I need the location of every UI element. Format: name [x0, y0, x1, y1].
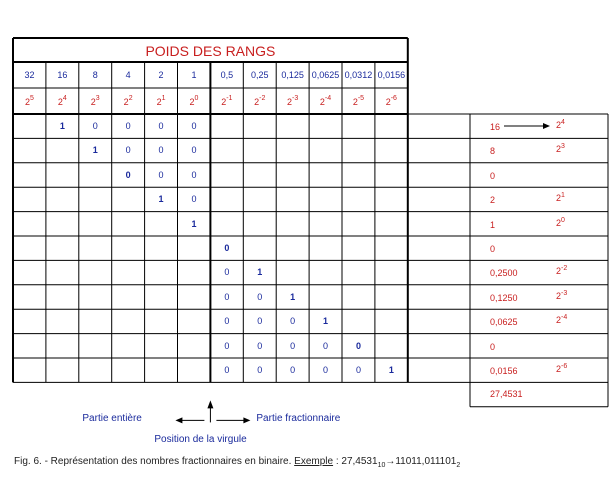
label-point-position: Position de la virgule: [154, 434, 247, 446]
bit-cell: 1: [388, 365, 394, 375]
table-title: POIDS DES RANGS: [145, 43, 276, 59]
caption-example-word: Exemple: [294, 456, 334, 467]
side-decimal-value: 0,2500: [490, 268, 518, 279]
right-arrow-icon: [243, 417, 251, 424]
bit-cell: 0: [92, 121, 98, 131]
weight-label: 0,0156: [377, 70, 406, 80]
weight-label: 32: [24, 70, 35, 80]
power-label: 2-3: [287, 95, 299, 107]
weight-label: 1: [191, 70, 197, 80]
bit-cell: 0: [290, 316, 296, 327]
bit-cell: 0: [257, 340, 263, 351]
bit-cell: 0: [191, 194, 197, 205]
caption-base-sub: 10: [377, 462, 386, 469]
caption-result-sub: 2: [456, 462, 461, 469]
side-arrow-icon: [543, 123, 550, 129]
side-decimal-value: 0,1250: [490, 292, 518, 303]
side-decimal-value: 0,0625: [490, 317, 518, 328]
bit-cell: 0: [224, 291, 230, 302]
bit-cell: 0: [191, 145, 197, 156]
bit-cell: 1: [158, 194, 164, 205]
label-integer-part: Partie entière: [82, 413, 142, 425]
power-label: 20: [189, 95, 199, 107]
side-power-value: 2-4: [556, 314, 568, 326]
power-label: 23: [90, 95, 100, 107]
weight-label: 0,25: [250, 70, 269, 80]
bit-cell: 0: [257, 365, 263, 375]
side-power-value: 20: [556, 216, 565, 228]
bit-cell: 0: [290, 340, 296, 351]
bit-cell: 0: [257, 291, 263, 302]
side-decimal-value: 16: [490, 122, 501, 132]
bit-cell: 0: [224, 340, 230, 351]
figure-caption: Fig. 6. - Représentation des nombres fra…: [14, 456, 460, 469]
weight-label: 0,0625: [311, 70, 340, 80]
total-value: 27,4531: [490, 389, 523, 400]
caption-colon: :: [333, 456, 342, 467]
side-decimal-value: 0: [490, 170, 496, 181]
caption-prefix: Fig. 6. - Représentation des nombres fra…: [14, 456, 292, 467]
point-arrow-icon: [207, 400, 214, 409]
side-decimal-value: 0: [490, 244, 496, 254]
side-decimal-value: 1: [490, 219, 496, 230]
bit-cell: 0: [224, 316, 230, 327]
bit-cell: 0: [224, 267, 230, 278]
bit-cell: 1: [290, 291, 296, 302]
power-label: 25: [24, 95, 34, 107]
bit-cell: 0: [191, 169, 197, 180]
bit-cell: 0: [125, 121, 131, 131]
bit-cell: 0: [224, 243, 230, 253]
bit-cell: 1: [59, 121, 65, 131]
left-arrow-icon: [175, 417, 183, 424]
side-decimal-value: 2: [490, 195, 496, 206]
bit-cell: 0: [323, 365, 329, 375]
weight-label: 0,0312: [344, 70, 373, 80]
power-label: 2-2: [254, 95, 266, 107]
bit-cell: 0: [290, 365, 296, 375]
side-power-value: 2-3: [556, 289, 568, 301]
bit-cell: 1: [323, 316, 329, 327]
side-power-value: 21: [556, 192, 565, 204]
side-power-value: 23: [556, 143, 565, 155]
bit-cell: 0: [355, 365, 361, 375]
weight-label: 8: [92, 70, 98, 80]
label-fraction-part: Partie fractionnaire: [256, 413, 341, 425]
side-decimal-value: 0,0156: [490, 366, 518, 376]
caption-number: 27,4531: [341, 456, 378, 467]
bit-cell: 1: [257, 267, 263, 278]
bit-cell: 0: [323, 340, 329, 351]
power-label: 24: [57, 95, 67, 107]
side-decimal-value: 0: [490, 341, 496, 352]
power-label: 21: [156, 95, 166, 107]
bit-cell: 0: [191, 121, 197, 131]
bit-cell: 0: [158, 145, 164, 156]
caption-arrow-icon: →: [385, 456, 396, 467]
weight-label: 0,5: [220, 70, 234, 80]
power-label: 2-4: [319, 95, 332, 107]
side-power-value: 24: [556, 119, 565, 130]
bit-cell: 1: [191, 218, 197, 229]
bit-cell: 0: [158, 121, 164, 131]
bit-cell: 0: [224, 365, 230, 375]
caption-result: 11011,011101: [395, 456, 457, 467]
power-label: 2-1: [221, 95, 233, 107]
weight-label: 2: [158, 70, 164, 80]
power-label: 2-5: [352, 95, 365, 107]
weight-label: 0,125: [281, 70, 304, 80]
power-label: 2-6: [385, 95, 397, 107]
bit-cell: 0: [125, 145, 131, 156]
side-decimal-value: 8: [490, 146, 496, 157]
bit-cell: 1: [92, 145, 98, 156]
bit-cell: 0: [355, 340, 361, 351]
weight-label: 16: [57, 70, 68, 80]
bit-cell: 0: [125, 169, 131, 180]
side-power-value: 2-6: [556, 363, 568, 374]
bit-cell: 0: [158, 169, 164, 180]
bit-cell: 0: [257, 316, 263, 327]
weight-label: 4: [125, 70, 131, 80]
power-label: 22: [123, 95, 133, 107]
side-power-value: 2-2: [556, 265, 568, 277]
